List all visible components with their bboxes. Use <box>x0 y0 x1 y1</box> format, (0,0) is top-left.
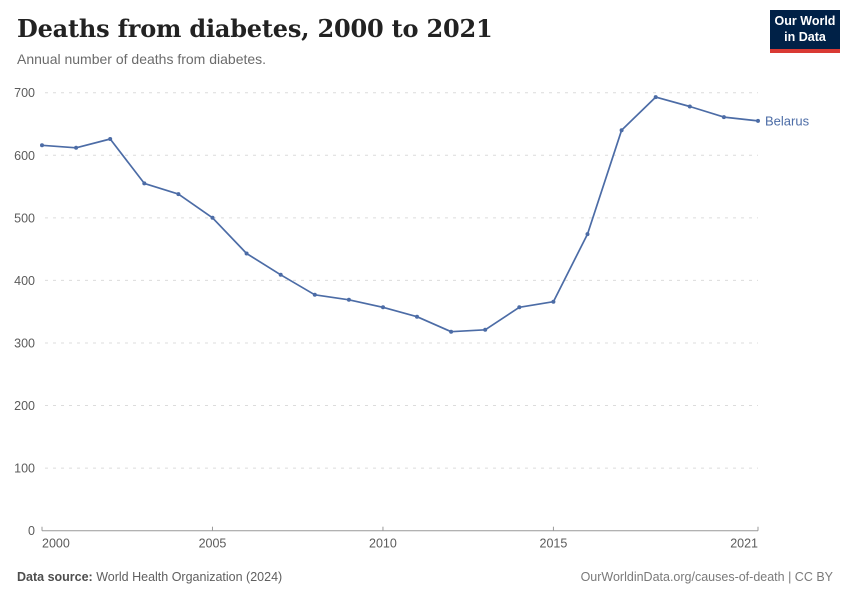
y-tick-label: 300 <box>14 336 35 350</box>
chart-footer: Data source: World Health Organization (… <box>17 570 833 584</box>
data-point <box>278 272 283 277</box>
data-source-label: Data source: <box>17 570 93 584</box>
data-point <box>415 314 419 319</box>
y-tick-label: 600 <box>14 149 35 163</box>
y-tick-label: 100 <box>14 462 35 476</box>
data-point <box>176 192 181 197</box>
y-tick-label: 700 <box>14 86 35 100</box>
data-point <box>346 297 351 302</box>
owid-logo-line2: in Data <box>784 30 826 44</box>
x-tick-label: 2005 <box>199 537 227 550</box>
x-tick-label: 2010 <box>369 537 397 550</box>
page-subtitle: Annual number of deaths from diabetes. <box>17 51 267 67</box>
series-label-belarus: Belarus <box>765 113 810 128</box>
y-tick-label: 400 <box>14 274 35 288</box>
data-point <box>244 251 249 256</box>
belarus-line <box>41 96 759 333</box>
y-tick-label: 500 <box>14 211 35 225</box>
data-point <box>721 115 726 120</box>
page-title: Deaths from diabetes, 2000 to 2021 <box>17 14 493 43</box>
data-point <box>585 232 590 237</box>
data-point <box>687 104 692 109</box>
owid-logo-line1: Our World <box>774 14 836 28</box>
x-tick-label: 2015 <box>540 537 568 550</box>
line-chart[interactable]: 0 100 200 300 400 500 600 700 2000 2005 2010 2015 20… <box>0 80 850 550</box>
data-point <box>210 215 215 220</box>
data-point <box>653 95 658 100</box>
data-point <box>756 118 760 123</box>
data-point <box>312 292 317 297</box>
data-point <box>517 305 522 310</box>
y-tick-label: 0 <box>28 524 35 538</box>
data-point <box>142 181 147 186</box>
data-point <box>483 327 488 332</box>
data-point <box>381 305 385 310</box>
data-point <box>619 128 624 133</box>
y-tick-label: 200 <box>14 399 35 413</box>
owid-logo[interactable]: Our World in Data <box>770 10 840 53</box>
x-tick-label: 2021 <box>730 537 758 550</box>
x-tick-label: 2000 <box>42 537 70 550</box>
data-point <box>40 143 44 148</box>
data-point <box>551 299 556 304</box>
data-point <box>449 329 454 334</box>
data-source-note: Data source: World Health Organization (… <box>17 570 282 584</box>
data-point <box>108 137 113 141</box>
data-source-value: World Health Organization (2024) <box>92 570 283 584</box>
license-credit-link[interactable]: OurWorldinData.org/causes-of-death | CC … <box>580 570 833 584</box>
data-point <box>74 145 79 150</box>
